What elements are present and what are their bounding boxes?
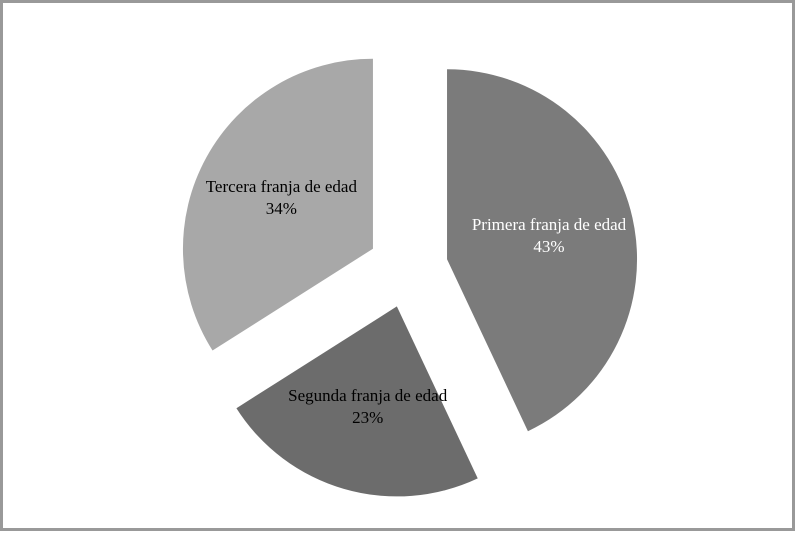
slice-label: Tercera franja de edad 34% xyxy=(196,176,366,220)
slice-label: Segunda franja de edad 23% xyxy=(283,385,453,429)
slice-label: Primera franja de edad 43% xyxy=(464,214,634,258)
pie-slice xyxy=(182,58,373,351)
chart xyxy=(182,58,638,497)
pie-slice xyxy=(236,306,478,497)
category-label: Segunda franja de edad xyxy=(288,385,448,405)
category-label: Primera franja de edad xyxy=(471,215,627,235)
pie-slice xyxy=(447,69,638,432)
value-label: 34% xyxy=(265,199,297,219)
value-label: 23% xyxy=(352,407,384,427)
category-label: Tercera franja de edad xyxy=(205,177,357,197)
value-label: 43% xyxy=(533,237,565,257)
